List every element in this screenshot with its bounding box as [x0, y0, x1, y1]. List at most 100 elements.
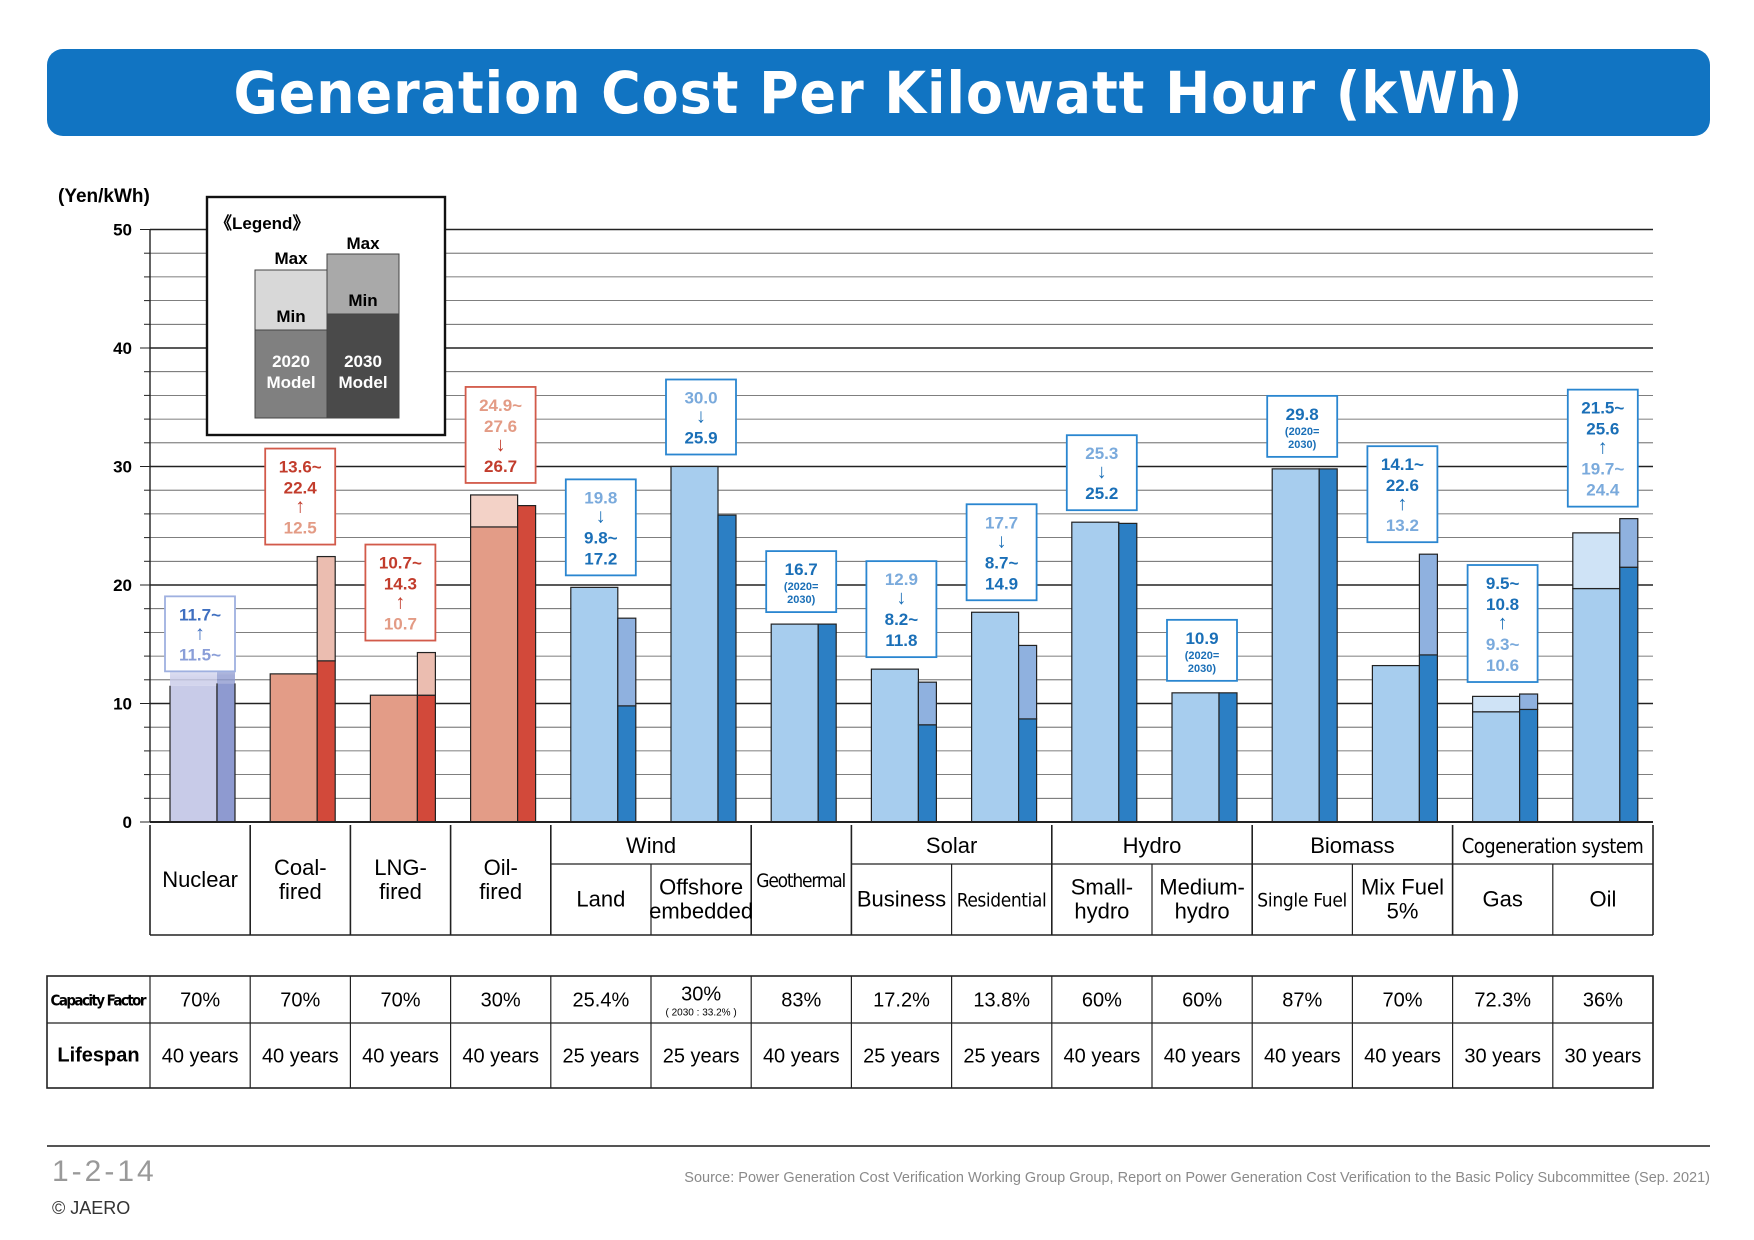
- bar-2020-min: [1171, 692, 1220, 823]
- bar-2020-min: [570, 586, 619, 823]
- bar-2020-min: [470, 526, 519, 823]
- annotation-arrow: ↑: [395, 592, 405, 614]
- annotation-box: [364, 543, 437, 642]
- annotation-value: 10.9: [1185, 629, 1218, 648]
- legend-2020-model-label: Model: [266, 373, 315, 392]
- bar-2030-range: [1418, 553, 1439, 656]
- table-cell: 40 years: [162, 1046, 239, 1068]
- annotation-value: 25.9: [684, 429, 717, 448]
- bar-2030-min: [516, 505, 537, 823]
- category-group-label: Cogeneration system: [1462, 834, 1644, 858]
- category-label: fired: [379, 879, 422, 904]
- bar-2030-range: [617, 617, 637, 707]
- annotation-value: 24.9~: [479, 396, 522, 415]
- annotation-arrow: ↓: [596, 505, 606, 527]
- annotation-value: 26.7: [484, 457, 517, 476]
- table-row-label: Capacity Factor: [51, 992, 147, 1010]
- annotation-value: 11.5~: [179, 645, 221, 664]
- legend-2030-model-label: Model: [338, 373, 387, 392]
- annotation-value: 9.3~: [1486, 635, 1520, 654]
- bar-2030-min: [1518, 708, 1539, 823]
- legend-2020-min: [254, 329, 328, 419]
- annotation-value: 11.7~: [179, 605, 221, 624]
- category-label: embedded: [649, 899, 753, 924]
- category-label: Offshore: [659, 875, 743, 900]
- table-cell: 60%: [1182, 990, 1222, 1012]
- annotation-value: 2030): [1188, 663, 1216, 675]
- annotation-value: 22.4: [284, 479, 318, 498]
- bar-2030-range: [917, 681, 938, 726]
- annotation-value: 11.8: [885, 631, 917, 650]
- bar-2030-min: [1418, 654, 1439, 823]
- title-banner: Generation Cost Per Kilowatt Hour (kWh): [47, 49, 1710, 136]
- copyright-text: © JAERO: [52, 1198, 131, 1218]
- annotation-value: 12.9: [885, 570, 918, 589]
- bar-2030-min: [717, 514, 737, 823]
- table-cell: 30 years: [1464, 1046, 1541, 1068]
- bar-2020-min: [170, 685, 217, 822]
- annotation-box: [1466, 564, 1539, 683]
- legend-min-label: Min: [348, 291, 377, 310]
- bar-2020-range: [1572, 532, 1621, 590]
- annotation-value: 25.2: [1085, 484, 1118, 503]
- category-label: Land: [576, 887, 625, 912]
- annotation-arrow: ↓: [1097, 461, 1107, 483]
- category-label: Residential: [957, 890, 1047, 912]
- table-cell: 70%: [280, 990, 320, 1012]
- category-label: Medium-: [1159, 875, 1245, 900]
- annotation-arrow: ↑: [195, 622, 205, 644]
- annotation-value: (2020=: [1285, 426, 1320, 438]
- annotation-value: 13.2: [1386, 516, 1419, 535]
- bar-2030-min: [1619, 566, 1639, 823]
- table-cell: 70%: [380, 990, 420, 1012]
- bar-2030-min: [416, 694, 436, 823]
- y-tick-label: 20: [113, 576, 132, 595]
- bar-2020-range: [470, 494, 519, 528]
- table-cell: 70%: [1382, 990, 1422, 1012]
- bar-2020-range: [1471, 695, 1521, 713]
- annotation-value: 19.7~: [1581, 460, 1624, 479]
- annotation-value: 9.5~: [1486, 574, 1520, 593]
- category-label: 5%: [1387, 899, 1419, 924]
- table-cell: 40 years: [262, 1046, 339, 1068]
- annotation-arrow: ↓: [896, 587, 906, 609]
- annotation-value: 9.8~: [584, 528, 618, 547]
- table-cell: 40 years: [362, 1046, 439, 1068]
- category-label: hydro: [1175, 899, 1230, 924]
- y-tick-label: 40: [113, 339, 132, 358]
- bar-2030-range: [1619, 518, 1639, 568]
- table-cell: 30 years: [1565, 1046, 1642, 1068]
- legend-max-label: Max: [346, 234, 380, 253]
- category-label: Single Fuel: [1257, 890, 1347, 912]
- category-group-label: Biomass: [1310, 833, 1394, 858]
- legend-max-label: Max: [274, 249, 308, 268]
- annotation-box: [164, 595, 236, 673]
- annotation-value: 10.8: [1486, 595, 1519, 614]
- y-tick-label: 30: [113, 458, 132, 477]
- annotation-arrow: ↑: [1498, 612, 1508, 634]
- bar-2030-min: [316, 660, 336, 823]
- annotation-value: 13.6~: [279, 458, 322, 477]
- annotation-value: 17.7: [985, 513, 1018, 532]
- category-group-label: Solar: [926, 833, 977, 858]
- legend-2030-model-label: 2030: [344, 352, 382, 371]
- y-tick-label: 10: [113, 695, 132, 714]
- annotation-box: [264, 447, 337, 546]
- category-label: LNG-: [374, 855, 427, 880]
- y-tick-label: 0: [123, 813, 132, 832]
- annotation-box: [1366, 445, 1439, 544]
- legend-2030-min: [326, 313, 400, 419]
- y-tick-label: 50: [113, 221, 132, 240]
- annotation-value: 19.8: [584, 488, 617, 507]
- bar-2020-min: [1572, 587, 1621, 823]
- annotation-value: 12.5: [284, 519, 317, 538]
- category-label: fired: [479, 879, 522, 904]
- annotation-box: [564, 478, 637, 577]
- annotation-value: 27.6: [484, 417, 517, 436]
- annotation-box: [1566, 388, 1639, 508]
- bar-2030-min: [1118, 522, 1138, 823]
- annotation-value: 10.7~: [379, 554, 422, 573]
- annotation-box: [765, 550, 838, 614]
- annotation-box: [1166, 618, 1238, 682]
